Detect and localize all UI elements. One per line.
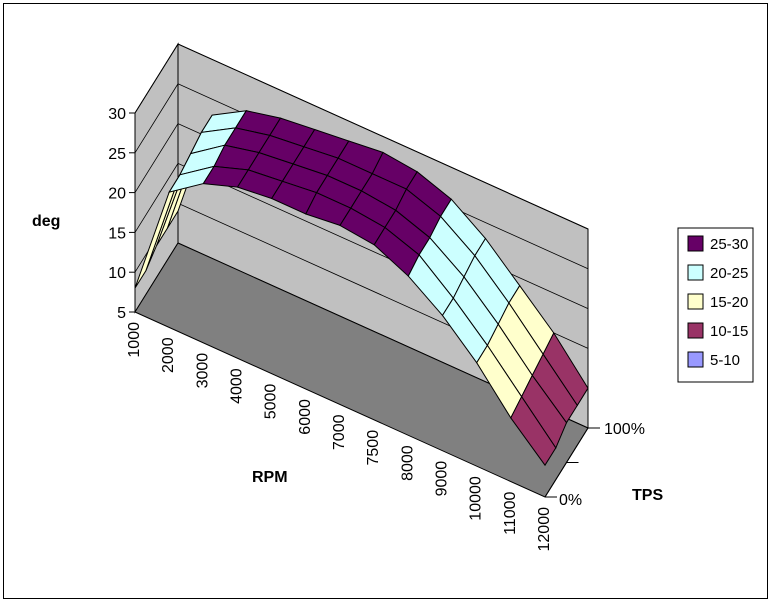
- gridline: [134, 43, 589, 230]
- y-tick-label: 15: [108, 225, 126, 242]
- surface-plot: [134, 110, 589, 467]
- y-tick-label: 25: [108, 146, 126, 163]
- x-tick-label: 6000: [297, 399, 314, 435]
- surface-cell: [510, 395, 557, 467]
- axes: 5 10 15 20 25 30 1000 2000 3000 4000 5000 6000 7000 7…: [108, 106, 645, 552]
- x-tick-label: 1000: [126, 322, 143, 358]
- y-tick-label: 5: [117, 305, 126, 322]
- legend-swatch: [687, 322, 704, 339]
- legend-swatch: [687, 293, 704, 310]
- y-tick-label: 10: [108, 265, 126, 282]
- x-tick-label: 3000: [194, 353, 211, 389]
- z-axis-title: TPS: [632, 487, 663, 504]
- legend-swatch: [687, 235, 704, 252]
- x-tick-label: 9000: [434, 461, 451, 497]
- legend-label: 25-30: [710, 236, 748, 253]
- legend-swatch: [687, 351, 704, 368]
- legend-label: 15-20: [710, 294, 748, 311]
- y-tick-label: 30: [108, 106, 126, 123]
- x-tick-label: 7500: [365, 430, 382, 466]
- tps-tick-label: 100%: [604, 421, 645, 438]
- tps-tick-label: 0%: [559, 492, 582, 509]
- x-tick-label: 12000: [536, 507, 553, 552]
- x-tick-label: 5000: [263, 384, 280, 420]
- legend-label: 5-10: [710, 352, 740, 369]
- x-tick-label: 4000: [229, 368, 246, 404]
- y-axis-title: deg: [32, 213, 60, 230]
- x-axis-title: RPM: [252, 469, 288, 486]
- x-tick-label: 2000: [160, 337, 177, 373]
- legend: 25-30 20-25 15-20 10-15 5-10: [677, 227, 754, 383]
- x-tick-label: 10000: [468, 476, 485, 521]
- legend-label: 10-15: [710, 323, 748, 340]
- x-tick-label: 11000: [502, 492, 519, 535]
- legend-swatch: [687, 264, 704, 281]
- x-tick-label: 7000: [331, 414, 348, 450]
- y-tick-label: 20: [108, 186, 126, 203]
- x-tick-label: 8000: [399, 445, 416, 481]
- legend-label: 20-25: [710, 265, 748, 282]
